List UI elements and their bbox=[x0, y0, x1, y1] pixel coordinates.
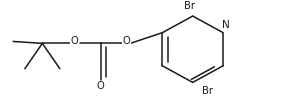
Text: O: O bbox=[122, 36, 130, 46]
Text: O: O bbox=[71, 36, 78, 46]
Text: Br: Br bbox=[184, 1, 195, 11]
Text: Br: Br bbox=[202, 86, 213, 96]
Text: O: O bbox=[97, 81, 105, 91]
Text: N: N bbox=[222, 20, 230, 30]
